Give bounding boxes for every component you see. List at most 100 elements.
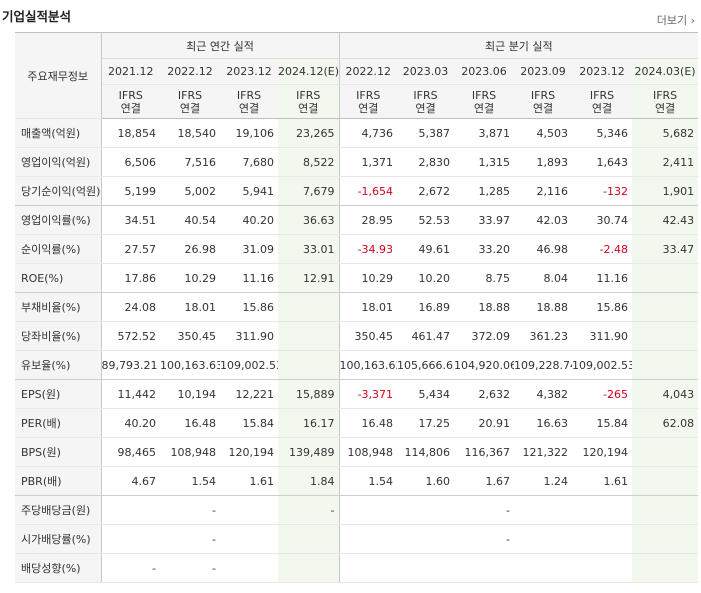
row-label: PER(배) [15, 408, 102, 438]
table-cell: 108,948 [160, 437, 220, 467]
ifrs-label: IFRS [356, 88, 381, 102]
table-cell: 33.20 [454, 234, 515, 264]
table-cell: 2,672 [397, 176, 455, 206]
table-row: EPS(원) 11,442 10,194 12,221 15,889 -3,371 5,43… [15, 379, 699, 409]
row-label: 매출액(억원) [15, 118, 102, 148]
period-header: 2023.12 [572, 58, 633, 85]
consolidated-label: 연결 [179, 101, 201, 115]
row-label: BPS(원) [15, 437, 102, 467]
table-row: ROE(%) 17.86 10.29 11.16 12.91 10.29 10.20 8.75… [15, 263, 699, 293]
table-cell: 4.67 [101, 466, 160, 496]
row-label: 영업이익(억원) [15, 147, 102, 177]
table-cell: 1.84 [278, 466, 340, 496]
table-cell: 1.67 [454, 466, 515, 496]
table-cell: 18.88 [514, 292, 573, 322]
table-cell: 139,489 [278, 437, 340, 467]
table-cell [397, 524, 455, 554]
table-cell: 12.91 [278, 263, 340, 293]
table-cell: 100,163.63 [160, 350, 220, 380]
more-link[interactable]: 더보기 › [657, 12, 695, 28]
table-cell: -34.93 [339, 234, 398, 264]
table-cell [632, 437, 699, 467]
table-cell: 100,163.63 [339, 350, 398, 380]
table-cell: 1,285 [454, 176, 515, 206]
period-header: 2024.03(E) [632, 58, 699, 85]
section-title: 기업실적분석 [2, 9, 72, 24]
table-cell [632, 263, 699, 293]
table-cell: 18,540 [160, 118, 220, 148]
table-cell: 17.86 [101, 263, 160, 293]
table-cell [632, 495, 699, 525]
table-cell [572, 553, 633, 583]
row-label: EPS(원) [15, 379, 102, 409]
table-cell: 2,830 [397, 147, 455, 177]
table-cell [514, 553, 573, 583]
table-cell: 2,116 [514, 176, 573, 206]
ifrs-badge: IFRS 연결 [572, 84, 633, 119]
table-cell: 572.52 [101, 321, 160, 351]
table-cell [278, 292, 340, 322]
table-cell: 18.01 [160, 292, 220, 322]
table-cell: - [454, 495, 515, 525]
table-cell: 20.91 [454, 408, 515, 438]
table-cell: 1,371 [339, 147, 398, 177]
table-cell: - [101, 553, 160, 583]
table-cell: 7,679 [278, 176, 340, 206]
table-cell: 121,322 [514, 437, 573, 467]
table-cell: -3,371 [339, 379, 398, 409]
table-cell: 34.51 [101, 205, 160, 235]
row-label: 배당성향(%) [15, 553, 102, 583]
table-row: 영업이익률(%) 34.51 40.54 40.20 36.63 28.95 52.53 33… [15, 205, 699, 235]
table-cell: 109,002.53 [572, 350, 633, 380]
table-cell: - [160, 524, 220, 554]
financial-table: 주요재무정보 최근 연간 실적 최근 분기 실적 2021.12 2022.12 2… [15, 32, 699, 583]
table-cell: 16.48 [160, 408, 220, 438]
table-cell: 15,889 [278, 379, 340, 409]
table-cell: 36.63 [278, 205, 340, 235]
table-cell [101, 495, 160, 525]
table-cell [101, 524, 160, 554]
table-cell [339, 524, 398, 554]
period-header: 2023.06 [454, 58, 515, 85]
table-cell [572, 524, 633, 554]
table-cell: 5,387 [397, 118, 455, 148]
table-cell [339, 495, 398, 525]
table-cell: 3,871 [454, 118, 515, 148]
table-cell: 10.20 [397, 263, 455, 293]
ifrs-label: IFRS [236, 88, 262, 102]
table-cell: 11,442 [101, 379, 160, 409]
table-cell: 33.01 [278, 234, 340, 264]
table-row: PBR(배) 4.67 1.54 1.61 1.84 1.54 1.60 1.67 1.24 1.… [15, 466, 699, 496]
table-cell: 16.17 [278, 408, 340, 438]
table-cell: - [454, 524, 515, 554]
table-cell [632, 553, 699, 583]
table-cell: 18,854 [101, 118, 160, 148]
table-cell: 40.20 [220, 205, 278, 235]
table-cell: 1.54 [160, 466, 220, 496]
table-cell [572, 495, 633, 525]
table-cell: 8.04 [514, 263, 573, 293]
table-cell: 5,002 [160, 176, 220, 206]
group-quarterly: 최근 분기 실적 [339, 32, 699, 59]
table-cell: 62.08 [632, 408, 699, 438]
row-label: 영업이익률(%) [15, 205, 102, 235]
table-cell [454, 553, 515, 583]
table-cell: 16.48 [339, 408, 398, 438]
table-cell: -265 [572, 379, 633, 409]
table-row: 매출액(억원) 18,854 18,540 19,106 23,265 4,736 5,38… [15, 118, 699, 148]
table-cell: 30.74 [572, 205, 633, 235]
table-cell: 8,522 [278, 147, 340, 177]
table-cell: 372.09 [454, 321, 515, 351]
table-row: 배당성향(%) - - [15, 553, 699, 583]
table-cell: - [160, 495, 220, 525]
table-cell: 1.24 [514, 466, 573, 496]
ifrs-label: IFRS [652, 88, 678, 102]
more-label: 더보기 [656, 14, 688, 27]
table-cell [220, 553, 278, 583]
table-cell: -132 [572, 176, 633, 206]
table-cell: 361.23 [514, 321, 573, 351]
table-cell: 40.20 [101, 408, 160, 438]
ifrs-label: IFRS [413, 88, 438, 102]
table-row: 당좌비율(%) 572.52 350.45 311.90 350.45 461.47 372… [15, 321, 699, 351]
table-cell: -2.48 [572, 234, 633, 264]
